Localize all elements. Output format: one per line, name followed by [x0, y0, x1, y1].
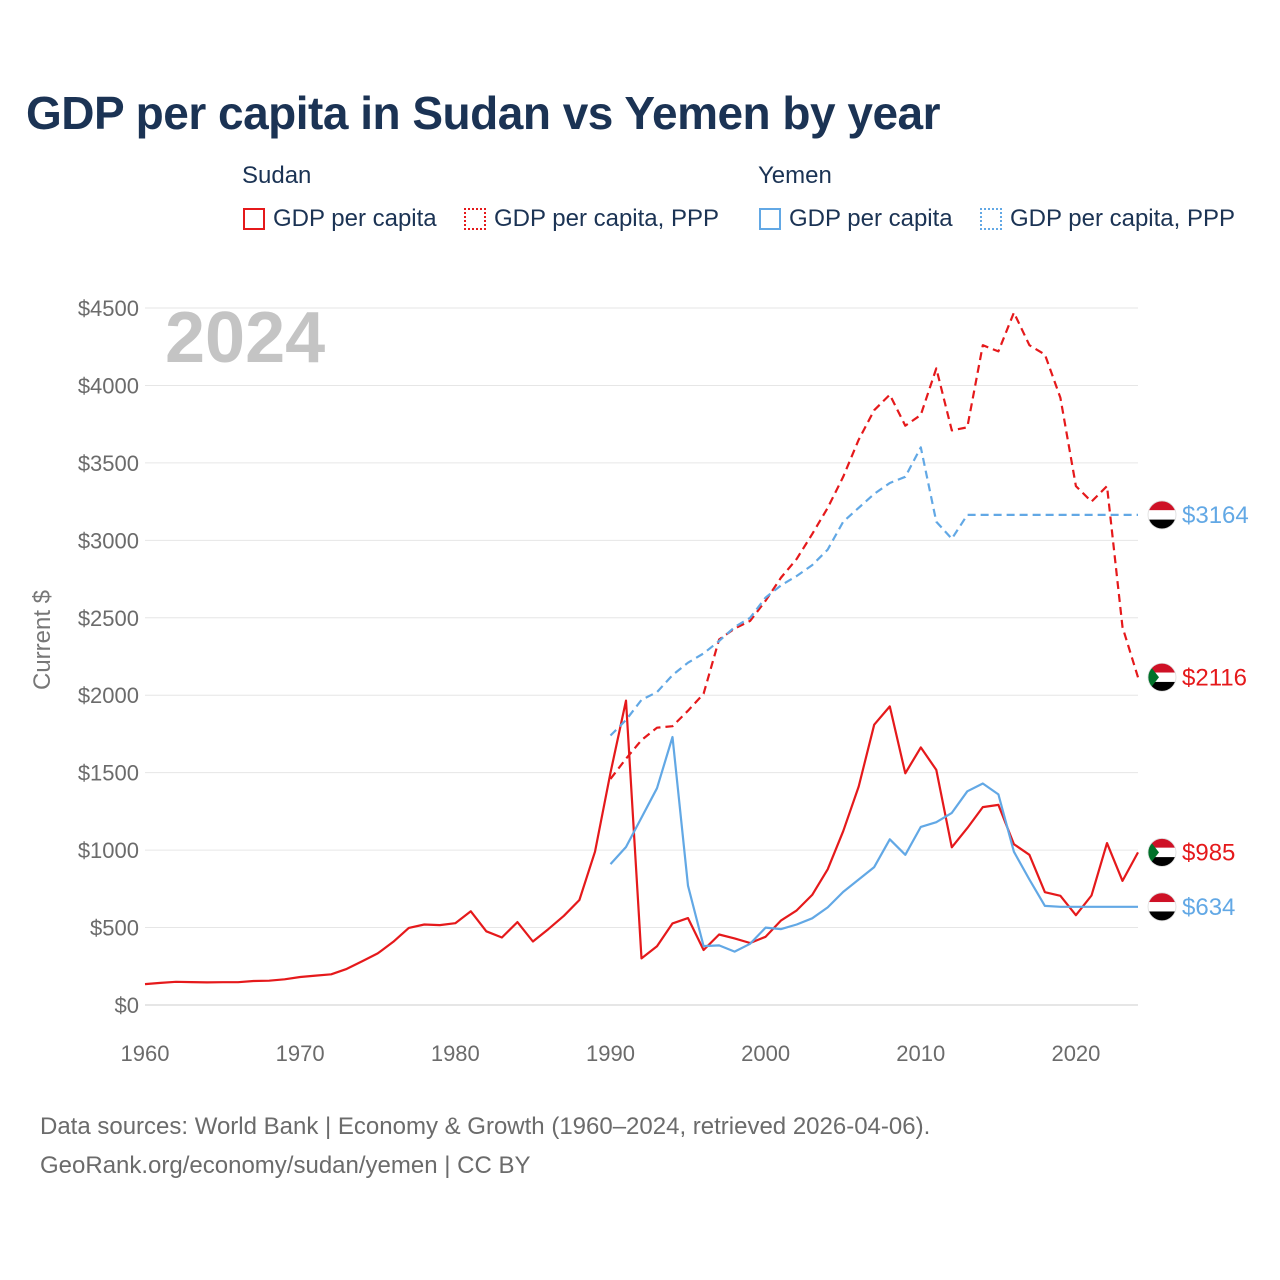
- year-overlay: 2024: [165, 298, 325, 378]
- y-tick-label: $500: [90, 916, 139, 941]
- legend-label: GDP per capita, PPP: [1010, 205, 1235, 232]
- flag-outline: [1147, 892, 1177, 922]
- y-tick-label: $0: [115, 993, 139, 1018]
- flag-stripe: [1148, 519, 1176, 529]
- legend-swatch-solid-icon: [243, 208, 265, 230]
- x-tick-label: 2010: [896, 1041, 945, 1066]
- sudan-flag-icon: [1147, 838, 1177, 867]
- x-tick-label: 1980: [431, 1041, 480, 1066]
- source-line-2: GeoRank.org/economy/sudan/yemen | CC BY: [40, 1152, 531, 1179]
- flag-stripe: [1148, 847, 1176, 858]
- legend-label: GDP per capita, PPP: [494, 205, 719, 232]
- y-tick-label: $4500: [78, 296, 139, 321]
- y-tick-label: $1500: [78, 761, 139, 786]
- series-line-yemen-ppp: [609, 446, 1138, 737]
- legend-item-yemen-gdp[interactable]: GDP per capita: [759, 205, 953, 233]
- end-value-label: $3164: [1182, 502, 1249, 529]
- flag-stripe: [1148, 672, 1176, 682]
- chart-title: GDP per capita in Sudan vs Yemen by year: [26, 87, 941, 139]
- x-tick-label: 2020: [1051, 1041, 1100, 1066]
- flag-stripe: [1148, 911, 1176, 921]
- yemen-flag-icon: [1147, 500, 1177, 530]
- x-tick-label: 2000: [741, 1041, 790, 1066]
- flag-stripe: [1148, 681, 1176, 692]
- end-value-label: $634: [1182, 894, 1235, 921]
- flag-outline: [1147, 500, 1177, 530]
- legend-label: GDP per capita: [789, 205, 953, 232]
- legend-label: GDP per capita: [273, 205, 437, 232]
- flag-stripe: [1148, 663, 1176, 673]
- flag-stripe: [1148, 500, 1176, 511]
- flag-stripe: [1148, 510, 1176, 520]
- y-tick-label: $1000: [78, 838, 139, 863]
- axes: $0 $500 $1000 $1500 $2000 $2500 $3000 $3500 $400…: [78, 296, 1101, 1066]
- legend-item-sudan-gdp-ppp[interactable]: GDP per capita, PPP: [464, 205, 719, 233]
- x-tick-label: 1960: [121, 1041, 170, 1066]
- end-value-label: $2116: [1182, 664, 1247, 691]
- sudan-flag-icon: [1147, 662, 1177, 692]
- flag-triangle: [1148, 838, 1159, 867]
- y-tick-label: $3500: [78, 451, 139, 476]
- series-line-yemen: [609, 735, 1138, 953]
- series-line-sudan-ppp: [609, 311, 1140, 780]
- flag-stripe: [1148, 857, 1176, 867]
- y-tick-label: $3000: [78, 528, 139, 553]
- y-tick-label: $4000: [78, 373, 139, 398]
- end-markers: $985 $2116 $634 $3164: [1147, 500, 1249, 922]
- flag-outline: [1147, 838, 1177, 867]
- y-tick-label: $2500: [78, 606, 139, 631]
- legend-swatch-dotted-icon: [980, 208, 1002, 230]
- flag-stripe: [1148, 838, 1176, 848]
- flag-stripe: [1148, 902, 1176, 912]
- legend-item-yemen-gdp-ppp[interactable]: GDP per capita, PPP: [980, 205, 1235, 233]
- y-tick-label: $2000: [78, 683, 139, 708]
- flag-triangle: [1148, 663, 1159, 692]
- x-tick-label: 1990: [586, 1041, 635, 1066]
- series-line-sudan: [144, 699, 1139, 986]
- grid: [145, 307, 1138, 1006]
- legend-swatch-dotted-icon: [464, 208, 486, 230]
- legend-group-yemen: Yemen: [758, 162, 832, 189]
- source-note: Data sources: World Bank | Economy & Gro…: [40, 1107, 930, 1185]
- series: [144, 311, 1140, 986]
- legend-group-sudan: Sudan: [242, 162, 312, 189]
- y-axis-label: Current $: [29, 590, 56, 690]
- end-value-label: $985: [1182, 839, 1235, 866]
- x-tick-label: 1970: [276, 1041, 325, 1066]
- legend-swatch-solid-icon: [759, 208, 781, 230]
- flag-stripe: [1148, 892, 1176, 903]
- flag-outline: [1147, 662, 1177, 692]
- source-line-1: Data sources: World Bank | Economy & Gro…: [40, 1113, 931, 1140]
- legend-item-sudan-gdp[interactable]: GDP per capita: [243, 205, 437, 233]
- yemen-flag-icon: [1147, 892, 1177, 922]
